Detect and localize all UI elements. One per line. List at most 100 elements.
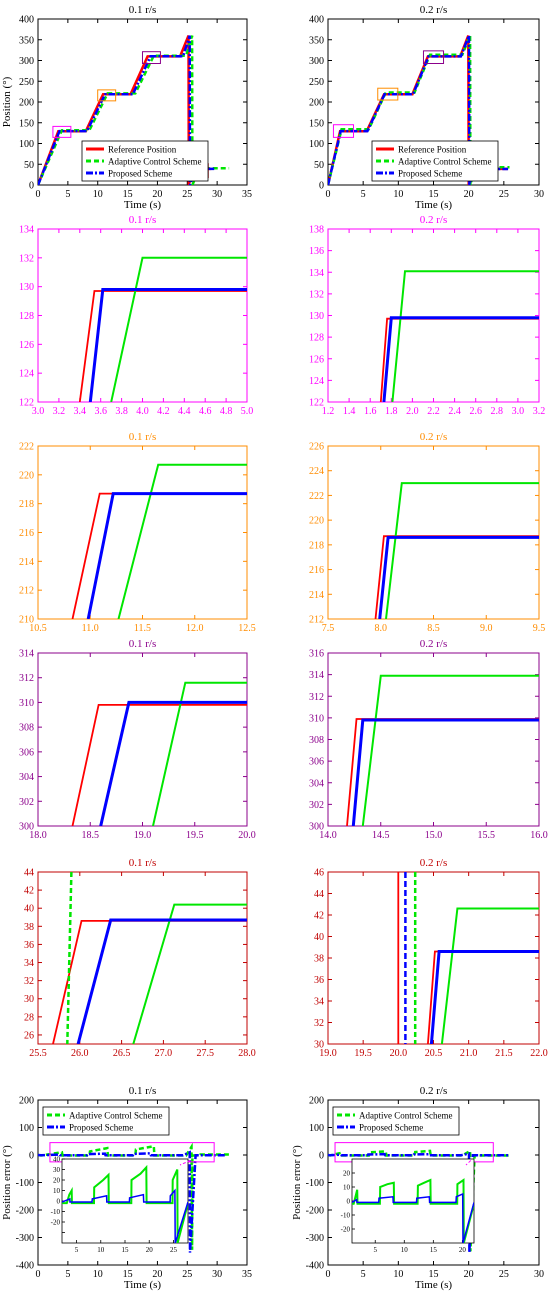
legend: Adaptive Control Scheme Proposed Scheme [42, 1106, 170, 1136]
y-tick-label: 30 [314, 1040, 324, 1051]
y-tick-label: 216 [19, 528, 34, 539]
legend-label: Reference Position [108, 145, 177, 155]
x-tick-label: 20.5 [425, 1048, 443, 1059]
plot-frame [327, 445, 540, 620]
chart-title: 0.2 r/s [420, 857, 448, 869]
plot-frame [37, 228, 248, 403]
y-tick-label: 36 [314, 975, 324, 986]
inset-x-tick-label: 20 [146, 1246, 154, 1254]
inset-y-tick-label: 20 [343, 1170, 351, 1178]
y-tick-label: 308 [19, 723, 34, 734]
y-tick-label: -300 [306, 1233, 324, 1244]
y-tick-label: 126 [309, 354, 324, 365]
x-tick-label: 9.5 [533, 623, 546, 634]
series-line-proposed-scheme [86, 492, 247, 619]
y-tick-label: 306 [19, 747, 34, 758]
x-tick-label: 18.5 [82, 830, 100, 841]
zoom-marker-box [422, 50, 445, 65]
y-tick-label: 130 [19, 282, 34, 293]
y-tick-label: -100 [306, 1178, 324, 1189]
y-tick-label: 220 [19, 470, 34, 481]
x-tick-label: 5.0 [241, 406, 254, 417]
x-tick-label: 5 [65, 1269, 70, 1280]
y-tick-label: 38 [24, 922, 34, 933]
y-axis-label: Position (°) [1, 76, 13, 127]
y-tick-label: 0 [29, 1151, 34, 1162]
chart-p9: 25.5 26.0 26.5 27.0 27.5 28.0 26 28 30 32 34 36 38 40… [24, 857, 256, 1059]
zoom-marker-box [377, 87, 399, 101]
series-line-proposed-scheme [62, 1188, 188, 1243]
x-tick-label: 19.0 [134, 830, 152, 841]
y-tick-label: 128 [309, 333, 324, 344]
y-axis-label: Position error (°) [291, 1145, 303, 1220]
series-line-adaptive-control-scheme [361, 674, 539, 826]
series-line-reference-position [379, 317, 539, 402]
series-line-proposed-scheme [38, 35, 215, 185]
y-tick-label: 350 [309, 35, 324, 46]
series-line-adaptive-control-scheme [132, 903, 247, 1044]
y-tick-label: 100 [19, 1123, 34, 1134]
x-tick-label: 35 [242, 189, 252, 200]
x-tick-label: 10 [393, 189, 403, 200]
y-tick-label: 100 [309, 139, 324, 150]
y-tick-label: 128 [19, 311, 34, 322]
x-tick-label: 14.0 [319, 830, 337, 841]
x-tick-label: 2.0 [406, 406, 419, 417]
x-tick-label: 15.5 [478, 830, 496, 841]
x-tick-label: 20 [152, 189, 162, 200]
x-tick-label: 19.0 [319, 1048, 337, 1059]
y-axis-label: Position error (°) [1, 1145, 13, 1220]
y-tick-label: 34 [24, 958, 34, 969]
y-tick-label: 32 [24, 976, 34, 987]
y-tick-label: 200 [309, 98, 324, 109]
x-tick-label: 2.4 [448, 406, 461, 417]
x-tick-label: 1.6 [364, 406, 377, 417]
y-tick-label: 350 [19, 35, 34, 46]
y-tick-label: 40 [24, 904, 34, 915]
x-tick-label: 0 [326, 1269, 331, 1280]
plot-frame [327, 228, 540, 403]
y-tick-label: 250 [19, 77, 34, 88]
y-tick-label: 216 [309, 565, 324, 576]
x-tick-label: 3.2 [533, 406, 546, 417]
y-tick-label: 306 [309, 757, 324, 768]
x-tick-label: 20.0 [238, 830, 256, 841]
inset-y-tick-label: 0 [347, 1198, 351, 1206]
legend: Reference Position Adaptive Control Schem… [371, 140, 499, 182]
inset-x-tick-label: 20 [459, 1246, 467, 1254]
x-tick-label: 1.4 [343, 406, 356, 417]
chart-p1: 0 5 10 15 20 25 30 350501001502002503003504000.… [1, 4, 252, 211]
y-tick-label: 0 [319, 181, 324, 192]
x-tick-label: 11.5 [134, 623, 151, 634]
legend-label: Proposed Scheme [359, 1123, 423, 1133]
series-line-reference-position [78, 290, 247, 402]
y-tick-label: 310 [309, 713, 324, 724]
inset-y-tick-label: -20 [51, 1219, 61, 1227]
x-tick-label: 14.5 [372, 830, 390, 841]
chart-title: 0.2 r/s [420, 1085, 448, 1097]
x-tick-label: 35 [242, 1269, 252, 1280]
y-tick-label: 122 [309, 398, 324, 409]
y-tick-label: 312 [19, 673, 34, 684]
legend-label: Adaptive Control Scheme [398, 157, 491, 167]
x-tick-label: 25 [182, 189, 192, 200]
legend-box [332, 1106, 460, 1136]
series-line-adaptive-control-scheme [38, 1142, 230, 1250]
series-line-proposed-scheme [328, 1152, 509, 1253]
chart-title: 0.2 r/s [420, 638, 448, 650]
y-tick-label: 0 [319, 1151, 324, 1162]
x-tick-label: 19.5 [186, 830, 204, 841]
y-tick-label: 124 [19, 369, 34, 380]
series-line-reference-position [71, 704, 247, 826]
inset-frame [351, 1158, 475, 1244]
series-line-proposed-scheme [382, 316, 539, 402]
y-tick-label: 222 [309, 491, 324, 502]
x-tick-label: 7.5 [322, 623, 335, 634]
y-tick-label: 218 [19, 499, 34, 510]
x-tick-label: 1.8 [385, 406, 398, 417]
x-axis-label: Time (s) [415, 199, 453, 211]
x-tick-label: 10 [93, 189, 103, 200]
x-tick-label: 4.0 [136, 406, 149, 417]
y-tick-label: 218 [309, 540, 324, 551]
y-tick-label: 150 [19, 118, 34, 129]
